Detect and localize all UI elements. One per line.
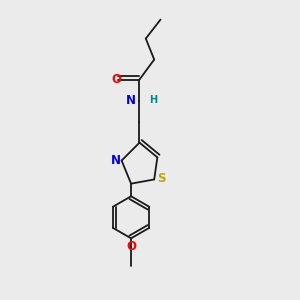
Text: N: N [111,154,121,167]
Text: N: N [126,94,136,107]
Text: S: S [157,172,166,185]
Text: O: O [126,240,136,253]
Text: O: O [111,73,121,86]
Text: H: H [149,94,157,104]
